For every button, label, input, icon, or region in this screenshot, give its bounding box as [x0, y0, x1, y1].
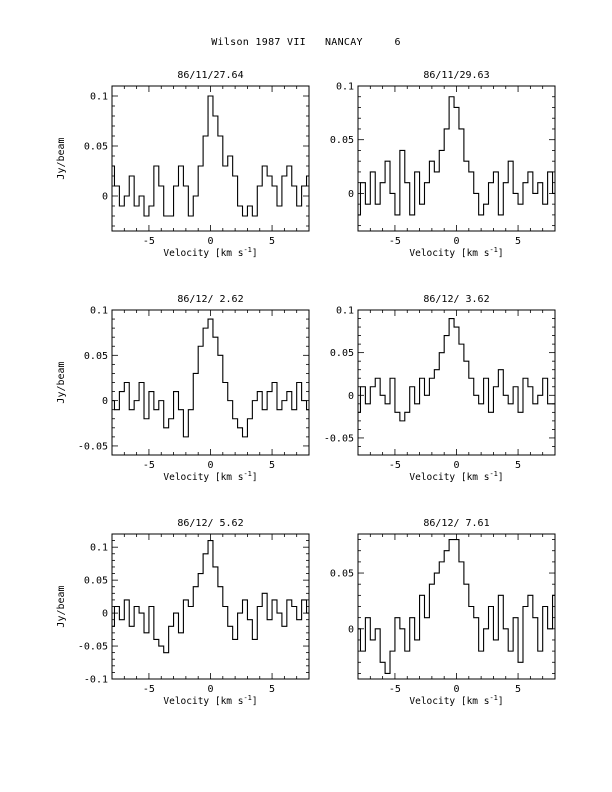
y-tick-label: -0.1 — [84, 675, 108, 686]
x-tick-label: -5 — [143, 236, 155, 247]
page-title: Wilson 1987 VII NANCAY 6 — [211, 37, 401, 48]
y-tick-label: 0.05 — [330, 135, 354, 146]
spectrum-panel-5: -5 0 5 -0.1 -0.05 0 0.05 0.1 86/12/ 5.62 Velocity… — [56, 518, 310, 707]
x-tick-label: -5 — [389, 236, 401, 247]
x-axis-label: Velocity [km s-1] — [409, 694, 503, 707]
y-tick-label: -0.05 — [78, 441, 108, 452]
y-tick-label: -0.05 — [324, 433, 354, 444]
y-tick-label: 0.05 — [84, 142, 108, 153]
x-tick-label: 0 — [207, 236, 213, 247]
y-tick-label: 0 — [348, 189, 354, 200]
x-tick-label: 0 — [453, 684, 459, 695]
plot-frame — [111, 533, 310, 680]
y-tick-label: 0 — [102, 192, 108, 203]
y-tick-label: 0 — [348, 391, 354, 402]
spectrum-line — [112, 95, 309, 217]
spectrum-panel-1: -5 0 5 0 0.05 0.1 86/11/27.64 Velocity [km s-1]… — [56, 70, 310, 259]
x-axis-label: Velocity [km s-1] — [163, 246, 257, 259]
x-tick-label: 5 — [515, 460, 521, 471]
y-tick-label: -0.05 — [78, 642, 108, 653]
y-tick-label: 0.1 — [336, 82, 354, 93]
y-tick-label: 0.05 — [84, 576, 108, 587]
x-tick-label: 0 — [207, 460, 213, 471]
x-tick-label: -5 — [389, 460, 401, 471]
x-tick-label: -5 — [389, 684, 401, 695]
x-axis-label: Velocity [km s-1] — [163, 694, 257, 707]
y-axis-label: Jy/beam — [56, 361, 67, 403]
spectrum-line — [112, 318, 309, 438]
x-tick-label: -5 — [143, 460, 155, 471]
y-tick-label: 0.05 — [84, 351, 108, 362]
spectrum-line — [358, 317, 555, 422]
spectrum-panel-4: -5 0 5 -0.05 0 0.05 0.1 86/12/ 3.62 Velocity [km… — [324, 294, 556, 483]
x-tick-label: 0 — [453, 236, 459, 247]
y-tick-label: 0 — [102, 396, 108, 407]
y-tick-label: 0 — [348, 624, 354, 635]
x-tick-label: 0 — [453, 460, 459, 471]
x-axis-label: Velocity [km s-1] — [409, 470, 503, 483]
y-axis-label: Jy/beam — [56, 585, 67, 627]
x-tick-label: 5 — [269, 460, 275, 471]
plot-frame — [111, 85, 310, 232]
y-tick-label: 0.1 — [336, 306, 354, 317]
x-tick-label: 0 — [207, 684, 213, 695]
x-tick-label: 5 — [515, 236, 521, 247]
panel-title: 86/11/27.64 — [177, 70, 243, 81]
y-tick-label: 0.1 — [90, 306, 108, 317]
plot-frame — [357, 309, 556, 456]
spectrum-line — [112, 540, 309, 654]
x-tick-label: -5 — [143, 684, 155, 695]
panel-title: 86/12/ 3.62 — [423, 294, 489, 305]
x-tick-label: 5 — [269, 684, 275, 695]
y-tick-label: 0.05 — [330, 348, 354, 359]
spectrum-line — [358, 539, 555, 674]
spectrum-panel-2: -5 0 5 0 0.05 0.1 86/11/29.63 Velocity [km s-1] — [330, 70, 556, 259]
y-tick-label: 0.05 — [330, 569, 354, 580]
x-axis-label: Velocity [km s-1] — [163, 470, 257, 483]
x-tick-label: 5 — [269, 236, 275, 247]
panel-title: 86/12/ 7.61 — [423, 518, 489, 529]
panel-title: 86/12/ 2.62 — [177, 294, 243, 305]
y-tick-label: 0.1 — [90, 92, 108, 103]
spectrum-panel-3: -5 0 5 -0.05 0 0.05 0.1 86/12/ 2.62 Velocity [km… — [56, 294, 310, 483]
panel-title: 86/12/ 5.62 — [177, 518, 243, 529]
spectrum-panel-6: -5 0 5 0 0.05 86/12/ 7.61 Velocity [km s-1] — [330, 518, 556, 707]
x-tick-label: 5 — [515, 684, 521, 695]
spectrum-line — [358, 96, 555, 216]
y-tick-label: 0 — [102, 609, 108, 620]
panel-title: 86/11/29.63 — [423, 70, 489, 81]
x-axis-label: Velocity [km s-1] — [409, 246, 503, 259]
y-tick-label: 0.1 — [90, 543, 108, 554]
y-axis-label: Jy/beam — [56, 137, 67, 179]
